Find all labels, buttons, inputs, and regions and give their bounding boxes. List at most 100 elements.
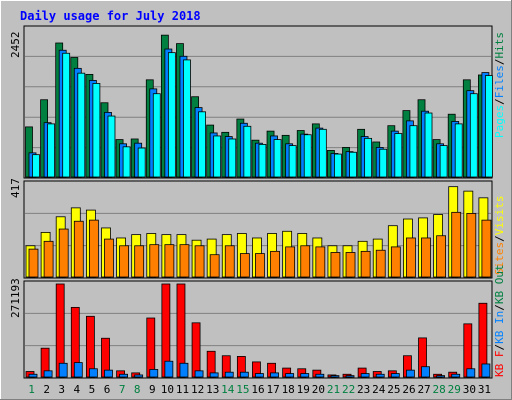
bar-pages bbox=[273, 139, 282, 178]
day-label: 11 bbox=[176, 383, 189, 396]
bar-pages bbox=[454, 123, 463, 178]
bar-kb-in bbox=[224, 371, 234, 378]
bar-sites bbox=[224, 245, 235, 278]
day-label: 13 bbox=[206, 383, 219, 396]
bar-sites bbox=[451, 211, 462, 278]
day-label: 17 bbox=[266, 383, 279, 396]
bar-kb-in bbox=[451, 373, 461, 378]
bar-pages bbox=[32, 154, 40, 178]
legend-files: Files bbox=[493, 65, 506, 98]
bar-kb-in bbox=[104, 369, 113, 378]
bar-pages bbox=[228, 138, 237, 178]
bar-pages bbox=[107, 115, 116, 178]
bar-kb-in bbox=[119, 373, 128, 378]
day-label: 27 bbox=[417, 383, 430, 396]
bar-pages bbox=[62, 52, 71, 178]
day-label: 26 bbox=[402, 383, 415, 396]
bar-pages bbox=[409, 125, 418, 178]
bar-kb-in bbox=[194, 370, 204, 378]
day-label: 7 bbox=[119, 383, 126, 396]
bar-pages bbox=[122, 146, 131, 178]
day-label: 5 bbox=[89, 383, 96, 396]
bar-sites bbox=[466, 213, 477, 278]
bar-sites bbox=[345, 252, 356, 278]
bar-kb-in bbox=[436, 375, 446, 378]
bar-pages bbox=[439, 145, 448, 178]
bar-kb-in bbox=[239, 371, 249, 378]
kbytes-legend: KB F/KB In/KB Out bbox=[493, 264, 506, 377]
bar-pages bbox=[364, 137, 373, 178]
day-label: 25 bbox=[387, 383, 400, 396]
bar-pages bbox=[243, 125, 252, 178]
bar-kb-in bbox=[270, 372, 279, 378]
bar-sites bbox=[315, 246, 326, 278]
bar-sites bbox=[375, 249, 386, 278]
bar-kb-in bbox=[330, 375, 340, 378]
bar-kb-in bbox=[43, 370, 53, 378]
bar-sites bbox=[209, 254, 220, 278]
bar-sites bbox=[104, 238, 114, 278]
day-label: 18 bbox=[282, 383, 295, 396]
bar-sites bbox=[330, 252, 341, 278]
day-label: 9 bbox=[149, 383, 156, 396]
bar-kb-in bbox=[179, 362, 189, 378]
bar-pages bbox=[152, 93, 161, 178]
legend-visits: Visits bbox=[493, 196, 506, 236]
bar-sites bbox=[360, 250, 371, 278]
bar-kb-in bbox=[28, 373, 38, 378]
bar-kb-in bbox=[390, 373, 400, 378]
day-label: 2 bbox=[43, 383, 50, 396]
bar-kb-in bbox=[300, 373, 310, 378]
bar-pages bbox=[167, 52, 176, 178]
bar-sites bbox=[300, 245, 311, 278]
bar-kb-in bbox=[466, 368, 476, 378]
bar-pages bbox=[424, 112, 433, 178]
bar-sites bbox=[149, 244, 160, 278]
bar-kb-in bbox=[421, 366, 430, 378]
bar-kb-in bbox=[481, 363, 491, 378]
visitors-legend: Sites/Visits bbox=[493, 196, 506, 276]
bar-kb-in bbox=[345, 375, 355, 378]
day-label: 3 bbox=[58, 383, 65, 396]
day-label: 23 bbox=[357, 383, 370, 396]
bar-kb-f bbox=[191, 322, 201, 378]
day-label: 20 bbox=[312, 383, 325, 396]
bar-pages bbox=[303, 134, 312, 178]
bar-pages bbox=[334, 153, 342, 178]
bar-sites bbox=[421, 237, 431, 278]
day-label: 21 bbox=[327, 383, 340, 396]
bar-sites bbox=[179, 244, 190, 278]
legend-kb-f: KB F bbox=[493, 351, 506, 378]
legend-pages: Pages bbox=[493, 105, 506, 138]
bar-kb-in bbox=[88, 368, 98, 378]
legend-kb-in: KB In bbox=[493, 311, 506, 344]
bar-kb-in bbox=[255, 373, 264, 378]
visitors-max-label: 417 bbox=[9, 178, 22, 198]
bar-pages bbox=[469, 93, 478, 178]
bar-kb-f bbox=[146, 317, 156, 378]
day-label: 8 bbox=[134, 383, 141, 396]
bar-sites bbox=[436, 235, 447, 278]
legend-hits: Hits bbox=[493, 32, 506, 59]
bar-kb-in bbox=[58, 362, 68, 378]
bar-kb-in bbox=[149, 369, 159, 378]
bar-sites bbox=[406, 237, 416, 278]
bar-kb-in bbox=[315, 373, 325, 378]
bar-kb-in bbox=[285, 373, 295, 378]
bar-pages bbox=[92, 83, 101, 178]
day-label: 12 bbox=[191, 383, 204, 396]
bar-pages bbox=[47, 123, 55, 178]
day-label: 4 bbox=[74, 383, 81, 396]
bar-kb-in bbox=[209, 372, 219, 378]
bar-sites bbox=[285, 246, 296, 278]
bar-sites bbox=[88, 219, 99, 278]
day-label: 6 bbox=[104, 383, 111, 396]
requests-legend: Pages/Files/Hits bbox=[493, 32, 506, 138]
bar-sites bbox=[43, 240, 54, 278]
bar-pages bbox=[318, 128, 327, 178]
bar-pages bbox=[77, 72, 86, 178]
day-label: 28 bbox=[433, 383, 446, 396]
bar-pages bbox=[288, 145, 297, 178]
bar-pages bbox=[137, 147, 146, 178]
